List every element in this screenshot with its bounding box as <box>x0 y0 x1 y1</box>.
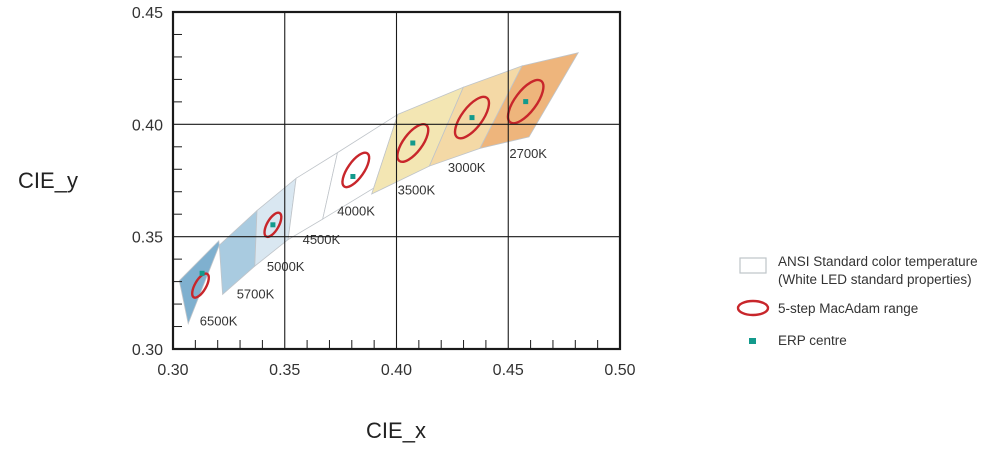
x-tick-label: 0.35 <box>269 362 300 379</box>
cct-label-3000k: 3000K <box>448 160 486 175</box>
y-axis-title: CIE_y <box>18 168 78 193</box>
y-tick-label: 0.35 <box>132 230 163 247</box>
ansi-quad-6500k <box>178 240 220 325</box>
erp-centre-2700k <box>523 99 529 105</box>
cct-label-5700k: 5700K <box>237 286 275 301</box>
erp-centre-5000k <box>270 222 276 228</box>
ansi-quad-5700k <box>218 209 258 296</box>
legend-centre-label: ERP centre <box>778 333 847 348</box>
y-tick-label: 0.30 <box>132 342 163 359</box>
cct-label-6500k: 6500K <box>200 313 238 328</box>
macadam-ellipse-2700k <box>506 78 545 125</box>
cct-label-5000k: 5000K <box>267 259 305 274</box>
erp-centre-3500k <box>410 140 416 146</box>
cct-label-4000k: 4000K <box>337 203 375 218</box>
x-axis-title: CIE_x <box>366 418 426 443</box>
cct-label-4500k: 4500K <box>303 232 341 247</box>
legend: ANSI Standard color temperature (White LE… <box>736 254 978 348</box>
legend-ellipse-icon <box>736 299 770 317</box>
legend-ansi-label: (White LED standard properties) <box>778 272 972 287</box>
macadam-ellipse-6500k <box>191 272 210 299</box>
erp-centre-4000k <box>350 174 356 179</box>
y-tick-label: 0.45 <box>132 5 163 22</box>
legend-ansi-label: ANSI Standard color temperature <box>778 254 978 269</box>
plot-frame <box>171 10 622 351</box>
y-tick-label: 0.40 <box>132 117 163 134</box>
ansi-quad-5000k <box>254 177 297 267</box>
macadam-ellipse-3500k <box>396 123 430 163</box>
axes: 0.30 0.35 0.40 0.45 0.50 0.30 0.35 0.40 0.45 <box>132 5 636 379</box>
x-tick-label: 0.40 <box>381 362 412 379</box>
legend-ansi-swatch <box>739 257 767 274</box>
macadam-ellipse-4000k <box>341 151 371 189</box>
erp-centre-3000k <box>469 115 475 121</box>
plot-area: 6500K 5700K 5000K 4500K 4000K 3500K 3000K 2700K <box>178 52 580 328</box>
legend-ellipse-label: 5-step MacAdam range <box>778 301 918 316</box>
cct-label-3500k: 3500K <box>398 182 436 197</box>
x-tick-label: 0.30 <box>157 362 188 379</box>
x-tick-label: 0.45 <box>493 362 524 379</box>
legend-centre-swatch <box>749 338 756 344</box>
erp-centre-6500k <box>199 270 205 276</box>
cct-label-2700k: 2700K <box>509 146 547 161</box>
x-tick-label: 0.50 <box>604 362 635 379</box>
